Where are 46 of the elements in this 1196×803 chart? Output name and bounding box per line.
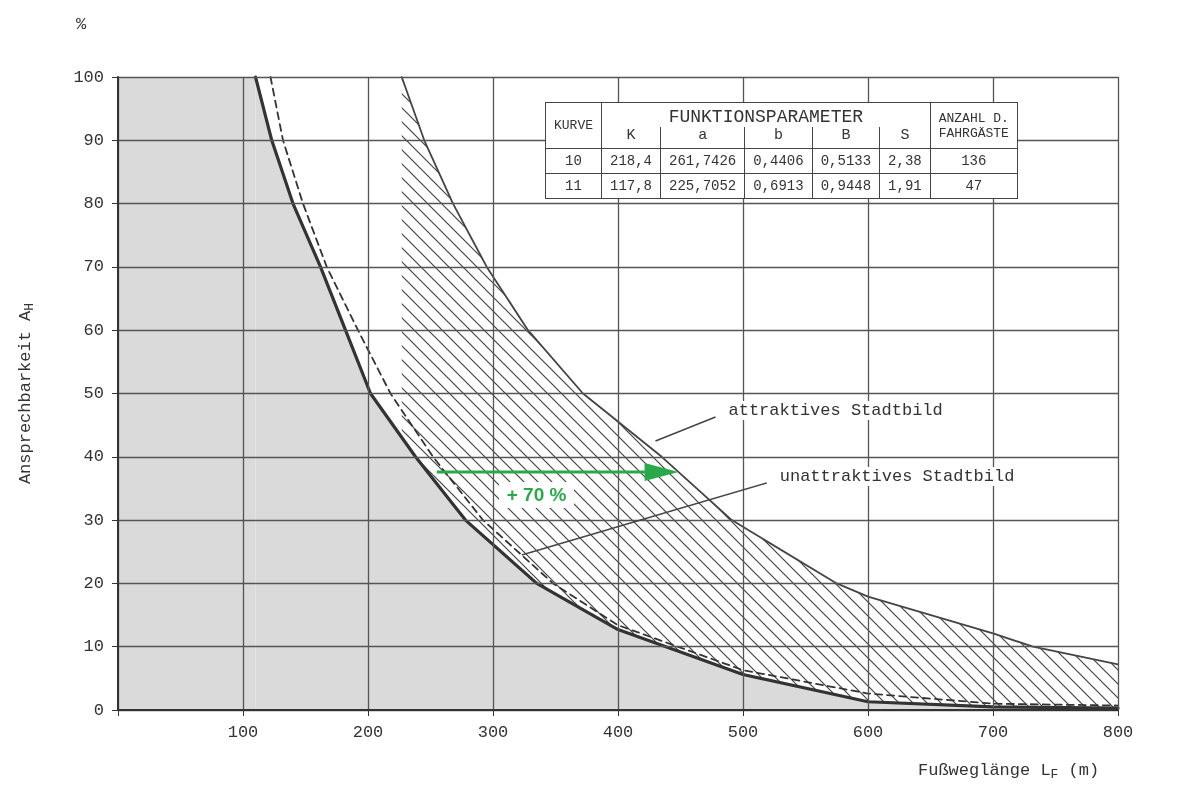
y-tick-label: 20 — [83, 573, 104, 593]
x-tick-label: 300 — [477, 723, 509, 742]
x-tick-label: 800 — [1102, 723, 1134, 742]
x-tick-label: 700 — [977, 723, 1009, 742]
y-tick-label: 90 — [83, 130, 104, 150]
annotation: 47 — [930, 173, 1018, 199]
y-axis-title: Ansprechbarkeit AH — [16, 302, 37, 485]
annotation: 10 — [545, 148, 602, 174]
x-tick-label: 500 — [727, 723, 759, 742]
annotation: K — [601, 127, 661, 149]
y-tick-label: 50 — [83, 384, 104, 403]
annotation: unattraktives Stadtbild — [776, 466, 1018, 486]
y-tick-label: 60 — [83, 320, 104, 340]
y-tick-label: 40 — [83, 447, 104, 467]
annotation: 2,38 — [879, 148, 931, 174]
x-tick-label: 200 — [352, 723, 384, 742]
y-tick-label: 0 — [93, 700, 104, 720]
annotation: 0,5133 — [812, 148, 880, 174]
x-tick-label: 100 — [227, 723, 259, 742]
y-tick-label: 80 — [83, 194, 104, 214]
annotation: KURVE — [545, 102, 602, 149]
annotation: 0,6913 — [744, 173, 813, 199]
annotation: 136 — [930, 148, 1018, 174]
annotation: B — [812, 127, 880, 149]
annotation: 11 — [545, 173, 602, 199]
x-tick-label: 600 — [852, 723, 884, 742]
x-tick-label: 400 — [602, 723, 634, 742]
annotation: b — [744, 127, 813, 149]
annotation: a — [660, 127, 745, 149]
y-tick-label: 70 — [83, 257, 104, 277]
annotation: 117,8 — [601, 173, 661, 199]
annotation: 0,9448 — [812, 173, 880, 199]
annotation: FUNKTIONSPARAMETER — [601, 102, 931, 127]
annotation: 0,4406 — [744, 148, 813, 174]
y-tick-label: 30 — [83, 510, 104, 530]
annotation: S — [879, 127, 931, 149]
annotation: ANZAHL D. FAHRGÄSTE — [930, 102, 1018, 149]
y-tick-label: 10 — [83, 637, 104, 657]
annotation: + 70 % — [498, 481, 575, 508]
annotation: 261,7426 — [660, 148, 745, 174]
text: % — [73, 15, 90, 34]
annotation: 225,7052 — [660, 173, 745, 199]
annotation: 1,91 — [879, 173, 931, 199]
annotation: 218,4 — [601, 148, 661, 174]
annotation: attraktives Stadtbild — [725, 400, 946, 420]
y-tick-label: 100 — [73, 67, 104, 87]
